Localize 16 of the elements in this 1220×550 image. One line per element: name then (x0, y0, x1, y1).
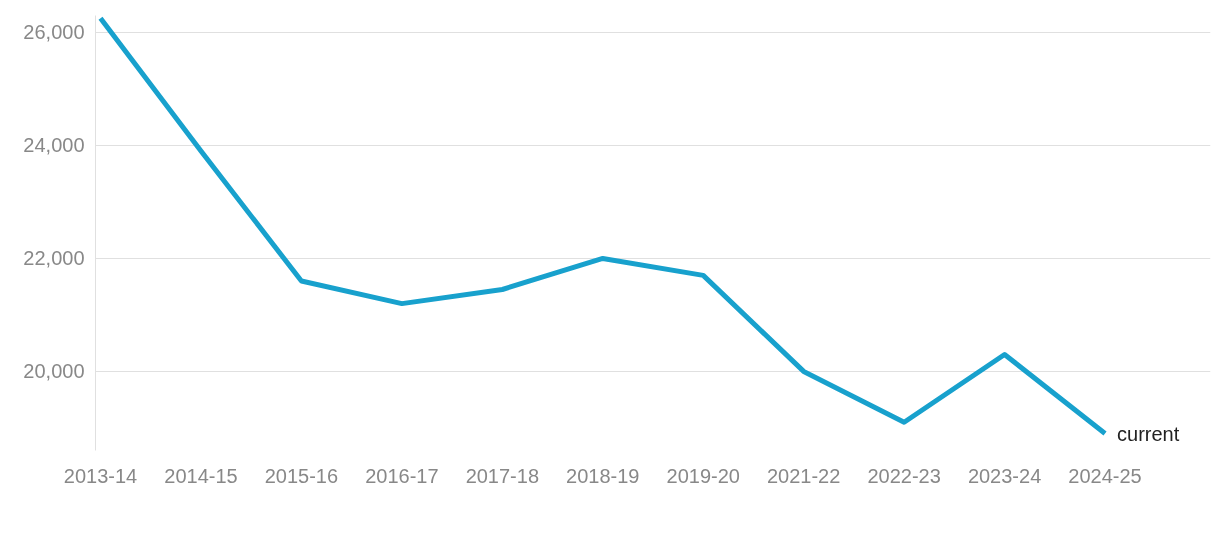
y-tick-label: 22,000 (23, 247, 85, 270)
x-tick-label: 2015-16 (264, 464, 339, 487)
x-tick-label: 2019-20 (666, 464, 740, 487)
x-tick-label: 2017-18 (465, 464, 540, 487)
x-tick-label: 2013-14 (63, 464, 138, 487)
x-tick-label: 2023-24 (967, 464, 1042, 487)
x-tick-label: 2024-25 (1068, 464, 1142, 487)
y-tick-label: 20,000 (23, 360, 85, 383)
annotation: current (1117, 422, 1180, 445)
x-tick-label: 2021-22 (766, 464, 841, 487)
y-tick-label: 26,000 (23, 21, 85, 44)
x-tick-label: 2022-23 (867, 464, 941, 487)
x-tick-label: 2016-17 (365, 464, 439, 487)
y-tick-label: 24,000 (23, 134, 85, 157)
x-tick-label: 2014-15 (164, 464, 238, 487)
x-tick-label: 2018-19 (566, 464, 640, 487)
